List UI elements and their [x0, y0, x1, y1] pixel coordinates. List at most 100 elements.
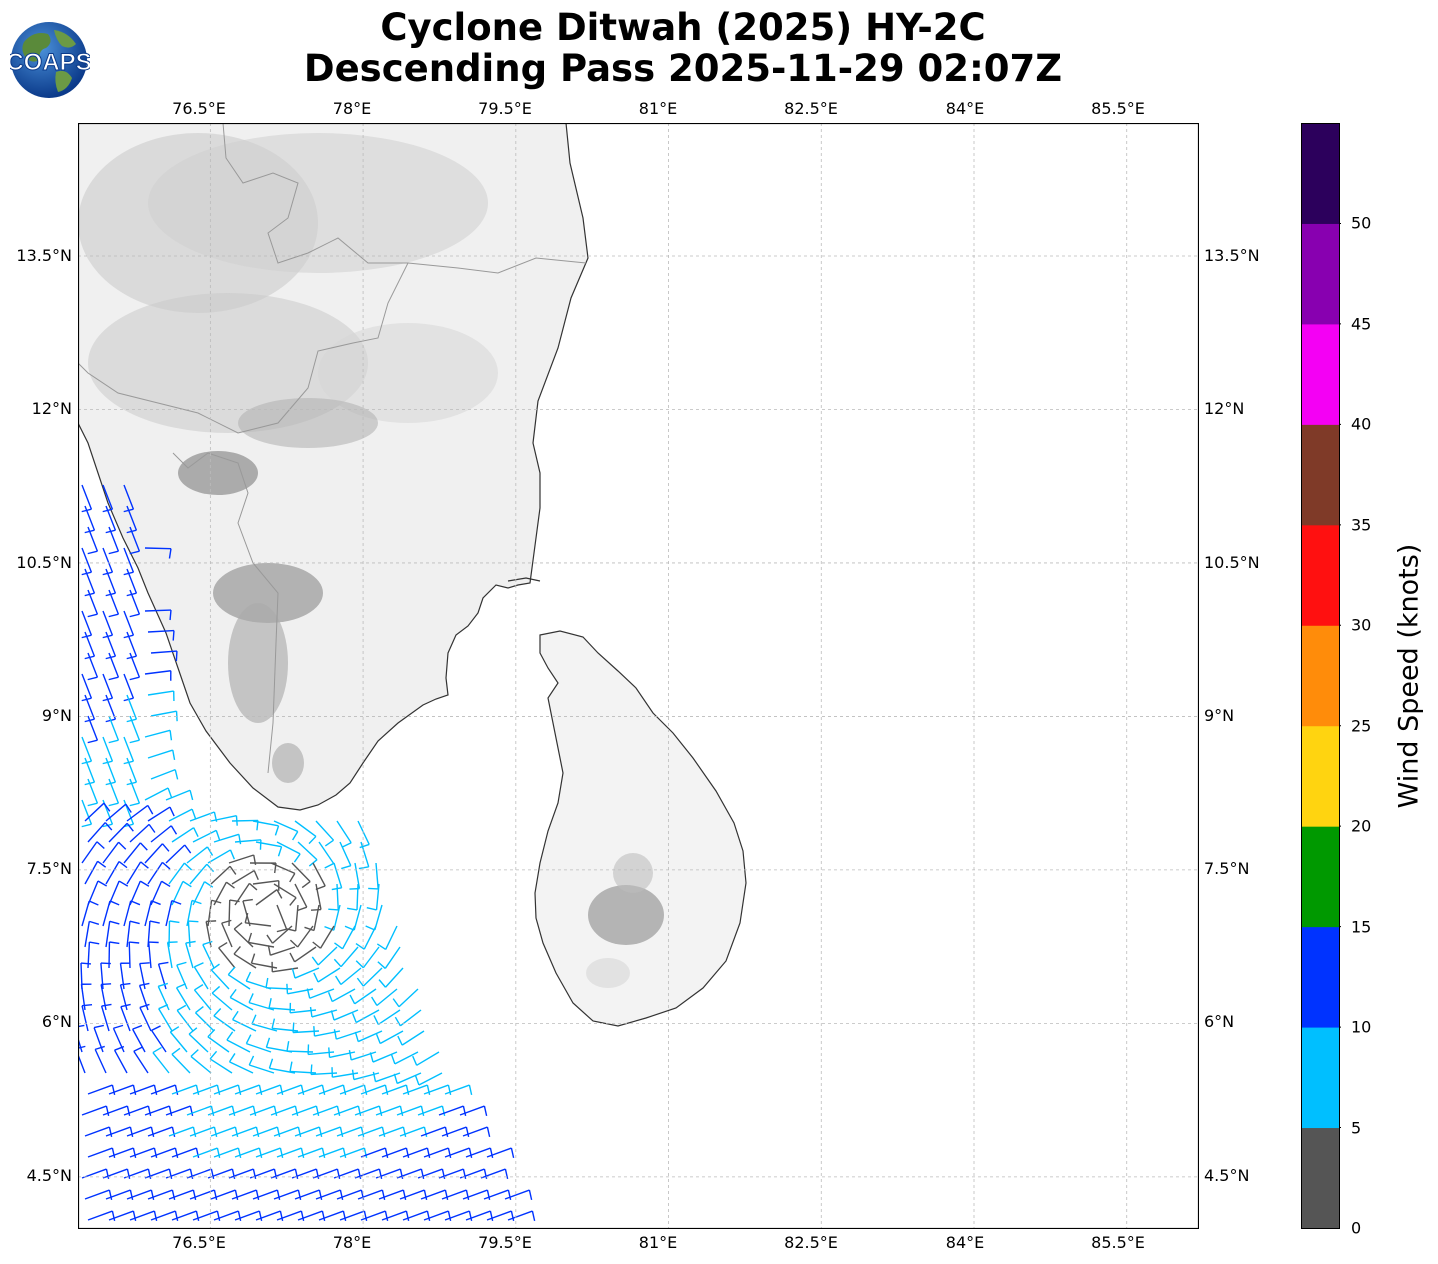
wind-barb	[151, 1025, 167, 1053]
wind-barb	[366, 883, 380, 911]
wind-barb	[144, 1105, 173, 1116]
wind-barb	[334, 925, 356, 950]
wind-barb	[168, 862, 193, 885]
wind-barb	[252, 1189, 281, 1200]
wind-barb	[108, 715, 120, 744]
wind-barb	[207, 1105, 236, 1116]
wind-barb	[335, 967, 362, 986]
wind-barb	[228, 1105, 257, 1116]
wind-barb	[81, 900, 99, 927]
wind-barb	[294, 1126, 323, 1137]
wind-barb	[273, 1189, 302, 1200]
wind-barb	[336, 1126, 365, 1137]
wind-barb	[231, 869, 259, 885]
wind-barb	[311, 946, 338, 966]
wind-barb	[289, 925, 314, 948]
wind-barb	[129, 1084, 158, 1095]
india-landmass	[78, 123, 589, 811]
wind-barb	[108, 822, 134, 843]
sri-lanka-landmass	[534, 630, 747, 1027]
wind-barb	[129, 1147, 158, 1158]
wind-barb	[144, 729, 173, 741]
wind-barb	[102, 1168, 131, 1179]
wind-barb	[147, 861, 171, 885]
wind-barb	[234, 1084, 263, 1095]
wind-barb	[327, 988, 356, 1003]
map-panel[interactable]	[78, 123, 1199, 1229]
wind-barb	[171, 1047, 191, 1074]
colorbar-tick-label: 35	[1351, 515, 1372, 535]
wind-barb	[213, 1084, 242, 1095]
wind-barb	[378, 1189, 407, 1200]
colorbar-segment	[1301, 1027, 1340, 1129]
wind-barb	[438, 1105, 467, 1116]
wind-barb	[113, 1045, 128, 1074]
wind-barb	[266, 925, 293, 944]
wind-barb	[273, 1126, 302, 1137]
wind-barb	[233, 945, 257, 969]
wind-barb	[231, 1126, 260, 1137]
wind-barb	[234, 1147, 263, 1158]
wind-barb	[186, 1105, 215, 1116]
wind-barb	[402, 1084, 431, 1095]
wind-barb	[377, 946, 401, 969]
wind-barb	[318, 1147, 347, 1158]
wind-barb	[87, 652, 99, 681]
wind-barb	[297, 1210, 326, 1221]
wind-barb	[339, 1147, 368, 1158]
wind-barb	[251, 1014, 278, 1032]
wind-barb	[462, 1189, 491, 1200]
wind-barb	[84, 860, 107, 885]
wind-barb	[150, 825, 178, 843]
wind-barb	[312, 1105, 341, 1116]
left-lat-label: 9°N	[41, 706, 72, 725]
wind-barb	[108, 1147, 137, 1158]
wind-barb	[81, 841, 105, 864]
wind-barb	[231, 1189, 260, 1200]
wind-barb	[255, 889, 283, 906]
wind-barb	[507, 1210, 536, 1221]
wind-barb	[372, 1071, 401, 1083]
wind-barb	[165, 844, 192, 864]
wind-barb	[105, 1126, 134, 1137]
wind-barb	[210, 963, 230, 990]
wind-barb	[297, 1147, 326, 1158]
wind-barb	[87, 589, 99, 618]
wind-barb	[209, 1050, 233, 1074]
wind-barb	[328, 883, 339, 911]
map-frame	[78, 123, 1199, 1229]
top-lon-label: 76.5°E	[172, 99, 226, 118]
graticule	[78, 123, 1198, 1228]
wind-barb	[318, 1084, 347, 1095]
wind-barb	[252, 820, 280, 836]
wind-barb	[168, 1126, 197, 1137]
wind-barb	[376, 925, 398, 950]
wind-barb	[294, 883, 308, 912]
wind-barb	[102, 1105, 131, 1116]
colorbar-segment	[1301, 725, 1340, 827]
wind-barb	[150, 1147, 179, 1158]
wind-barb	[186, 1168, 215, 1179]
wind-barb	[244, 912, 272, 927]
colorbar-segment	[1301, 524, 1340, 626]
wind-barb	[294, 1189, 323, 1200]
wind-barb	[465, 1210, 494, 1221]
wind-barb	[144, 1168, 173, 1179]
wind-barb	[213, 833, 242, 845]
wind-barb	[347, 883, 359, 911]
wind-barb	[396, 1168, 425, 1179]
wind-barb	[444, 1147, 473, 1158]
colorbar-tick-label: 50	[1351, 213, 1372, 233]
wind-barb	[147, 1126, 176, 1137]
wind-barb	[78, 1045, 86, 1074]
wind-barb	[150, 1084, 179, 1095]
wind-barb	[108, 778, 120, 807]
bottom-lon-label: 76.5°E	[172, 1233, 226, 1252]
wind-barb	[349, 988, 377, 1005]
wind-barb	[228, 1168, 257, 1179]
colorbar-tick-label: 30	[1351, 615, 1372, 635]
wind-barb	[171, 1210, 200, 1221]
wind-barb	[360, 1210, 389, 1221]
wind-barb	[358, 841, 370, 870]
wind-barb	[255, 1084, 284, 1095]
